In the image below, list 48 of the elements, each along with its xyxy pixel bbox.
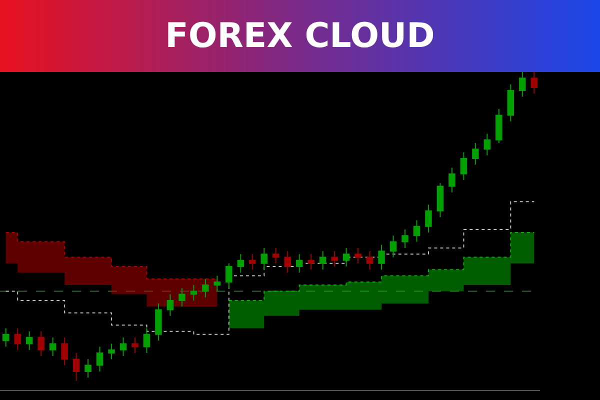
candlestick (308, 254, 314, 270)
candlestick (84, 358, 92, 378)
candlestick (202, 278, 209, 298)
candlestick (284, 250, 291, 274)
candlestick (2, 328, 10, 348)
candlestick (496, 108, 502, 144)
candlestick (190, 284, 198, 301)
candlestick (460, 152, 468, 181)
chart-title: FOREX CLOUD (165, 16, 435, 56)
candlestick (26, 330, 33, 350)
candlestick (390, 235, 397, 258)
candlestick (49, 337, 56, 357)
candlestick (296, 254, 303, 274)
candlestick (472, 142, 479, 166)
candlestick (61, 337, 68, 366)
candlestick (108, 343, 115, 360)
candlestick (38, 330, 44, 357)
candlestick (519, 72, 526, 98)
candlestick (72, 352, 80, 382)
candlestick (319, 250, 326, 270)
candlestick (436, 182, 444, 218)
candlestick (366, 250, 374, 270)
candlestick (155, 303, 162, 342)
candlestick (331, 250, 338, 267)
candlestick (14, 328, 21, 350)
candlestick (249, 254, 256, 270)
candlestick (226, 262, 232, 289)
candlestick (260, 247, 268, 270)
candlestick (530, 72, 538, 94)
candlestick (402, 228, 408, 248)
candlestick (378, 244, 385, 270)
candlestick (484, 133, 491, 156)
candlestick (178, 288, 186, 308)
candlestick (166, 294, 174, 316)
candlestick (120, 337, 127, 357)
candlestick (507, 84, 514, 122)
candlestick (413, 220, 420, 242)
title-banner: FOREX CLOUD (0, 0, 600, 72)
candlestick (272, 247, 280, 264)
candlestick (214, 275, 221, 292)
candlestick (425, 204, 432, 234)
candlestick (132, 337, 138, 354)
candlestick (342, 247, 350, 267)
candlestick (237, 254, 244, 274)
candlestick (448, 167, 456, 193)
candlestick (143, 328, 150, 354)
candlestick (354, 247, 362, 264)
candlestick (96, 346, 104, 372)
